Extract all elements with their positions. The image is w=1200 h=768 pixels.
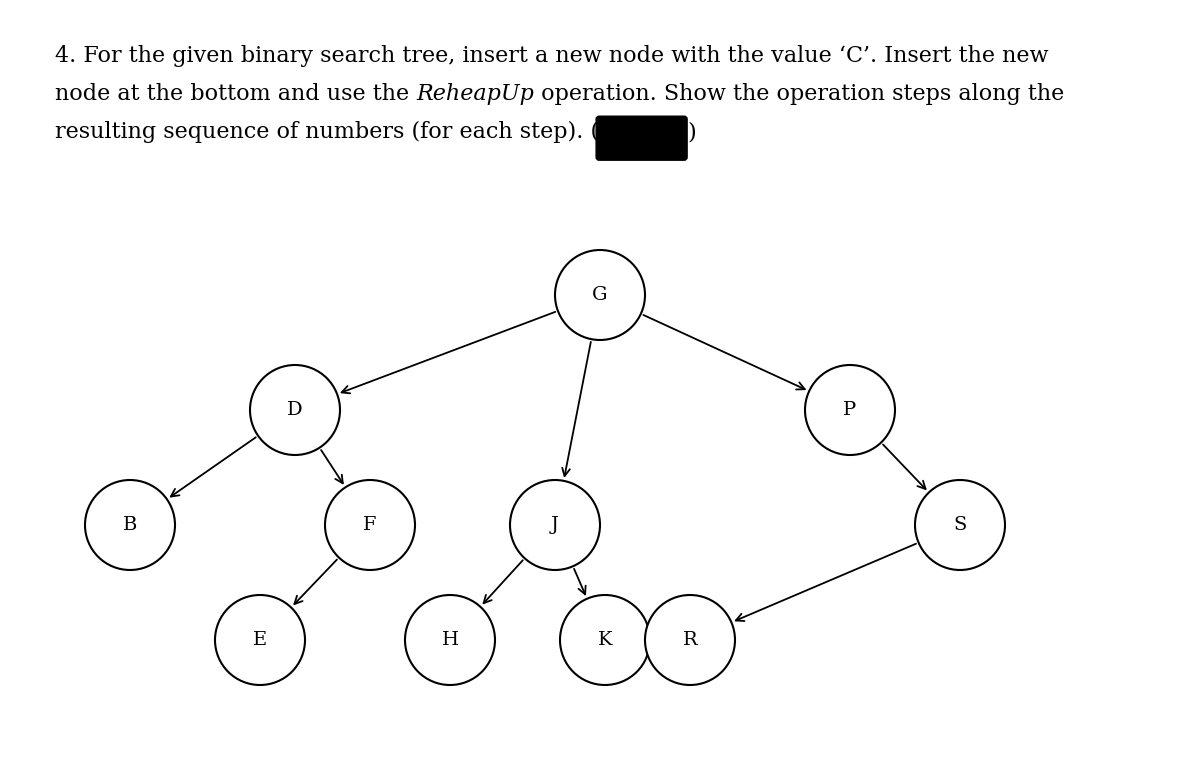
Text: B: B: [122, 516, 137, 534]
Text: operation. Show the operation steps along the: operation. Show the operation steps alon…: [534, 83, 1064, 105]
Text: H: H: [442, 631, 458, 649]
Text: D: D: [287, 401, 302, 419]
Text: J: J: [551, 516, 559, 534]
Circle shape: [85, 480, 175, 570]
Text: K: K: [598, 631, 612, 649]
Circle shape: [510, 480, 600, 570]
Circle shape: [325, 480, 415, 570]
Text: ReheapUp: ReheapUp: [416, 83, 534, 105]
Text: R: R: [683, 631, 697, 649]
Text: E: E: [253, 631, 268, 649]
Text: P: P: [844, 401, 857, 419]
Text: 4. For the given binary search tree, insert a new node with the value ‘C’. Inser: 4. For the given binary search tree, ins…: [55, 45, 1049, 67]
FancyBboxPatch shape: [596, 116, 688, 161]
Circle shape: [215, 595, 305, 685]
Text: resulting sequence of numbers (for each step). (: resulting sequence of numbers (for each …: [55, 121, 599, 143]
Text: G: G: [593, 286, 607, 304]
Text: ): ): [688, 121, 696, 143]
Circle shape: [916, 480, 1006, 570]
Text: S: S: [953, 516, 967, 534]
Circle shape: [646, 595, 734, 685]
Circle shape: [805, 365, 895, 455]
Circle shape: [560, 595, 650, 685]
Text: F: F: [364, 516, 377, 534]
Circle shape: [406, 595, 496, 685]
Circle shape: [554, 250, 646, 340]
Text: node at the bottom and use the: node at the bottom and use the: [55, 83, 416, 105]
Circle shape: [250, 365, 340, 455]
